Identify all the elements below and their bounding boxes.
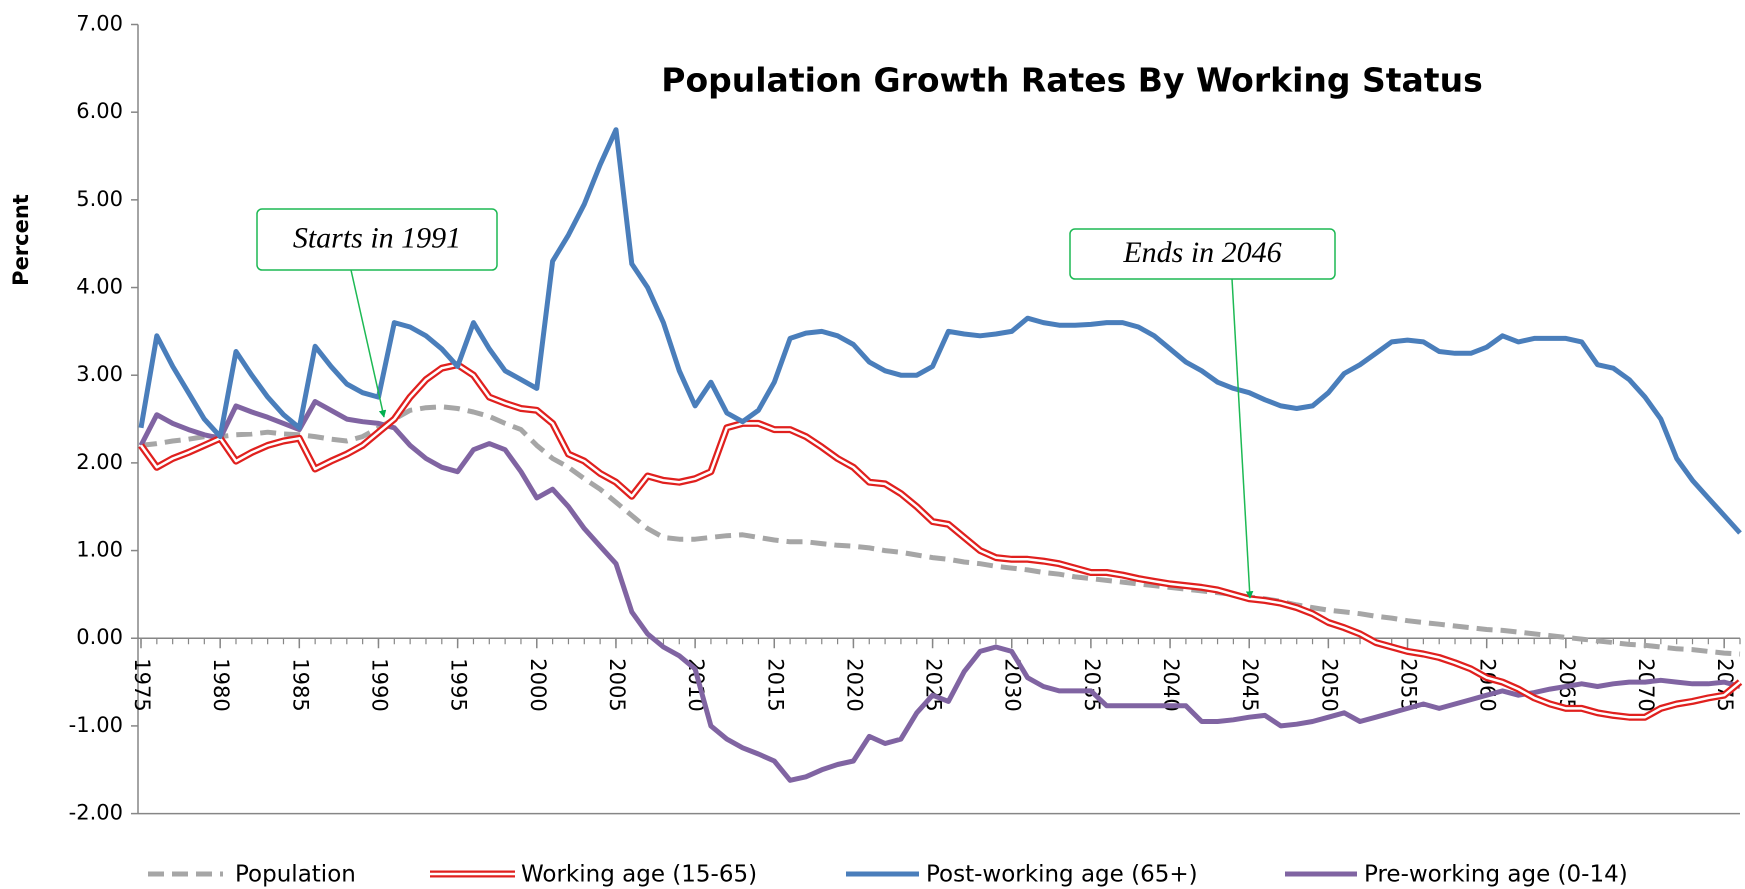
x-tick-label: 2070 xyxy=(1634,658,1658,711)
x-tick-label: 2000 xyxy=(526,658,550,711)
chart-title: Population Growth Rates By Working Statu… xyxy=(661,61,1482,100)
line-population xyxy=(140,404,1741,657)
annotation-box xyxy=(1069,228,1336,280)
line xyxy=(138,399,1741,783)
x-tick-label: 1975 xyxy=(130,658,154,711)
x-tick-label: 1985 xyxy=(288,658,312,711)
x-tick-label: 2015 xyxy=(763,658,787,711)
x-tick-label: 2020 xyxy=(842,658,866,711)
y-tick-label: -2.00 xyxy=(69,801,123,825)
y-tick-label: 4.00 xyxy=(76,275,123,299)
legend-label: Working age (15-65) xyxy=(521,862,757,888)
y-axis-label: Percent xyxy=(9,194,33,286)
annotation-text: Starts in 1991 xyxy=(293,221,461,254)
x-tick-label: 2060 xyxy=(1476,658,1500,711)
x-tick-label: 2040 xyxy=(1159,658,1183,711)
legend-label: Post-working age (65+) xyxy=(926,862,1198,888)
x-tick-label: 2050 xyxy=(1317,658,1341,711)
y-tick-label: 3.00 xyxy=(76,362,123,386)
y-tick-label: -1.00 xyxy=(69,713,123,737)
y-tick-label: 2.00 xyxy=(76,450,123,474)
annotation-arrow xyxy=(350,269,387,418)
y-tick-label: 5.00 xyxy=(76,187,123,211)
x-tick-label: 2055 xyxy=(1397,658,1421,711)
y-tick-label: 0.00 xyxy=(76,625,123,649)
x-tick-label: 1995 xyxy=(447,658,471,711)
annotation-text: Ends in 2046 xyxy=(1122,236,1281,269)
legend-label: Population xyxy=(235,862,356,888)
y-tick-label: 7.00 xyxy=(76,12,123,36)
y-tick-label: 6.00 xyxy=(76,99,123,123)
annotation-box xyxy=(256,208,498,271)
legend-label: Pre-working age (0-14) xyxy=(1364,862,1628,888)
x-tick-label: 1990 xyxy=(367,658,391,711)
annotation-arrow xyxy=(1231,278,1254,599)
line xyxy=(138,127,1742,535)
line-working-age-inner xyxy=(139,363,1741,719)
x-tick-label: 1980 xyxy=(209,658,233,711)
x-tick-label: 2035 xyxy=(1080,658,1104,711)
x-tick-label: 2005 xyxy=(605,658,629,711)
x-tick-label: 2045 xyxy=(1238,658,1262,711)
y-tick-label: 1.00 xyxy=(76,538,123,562)
